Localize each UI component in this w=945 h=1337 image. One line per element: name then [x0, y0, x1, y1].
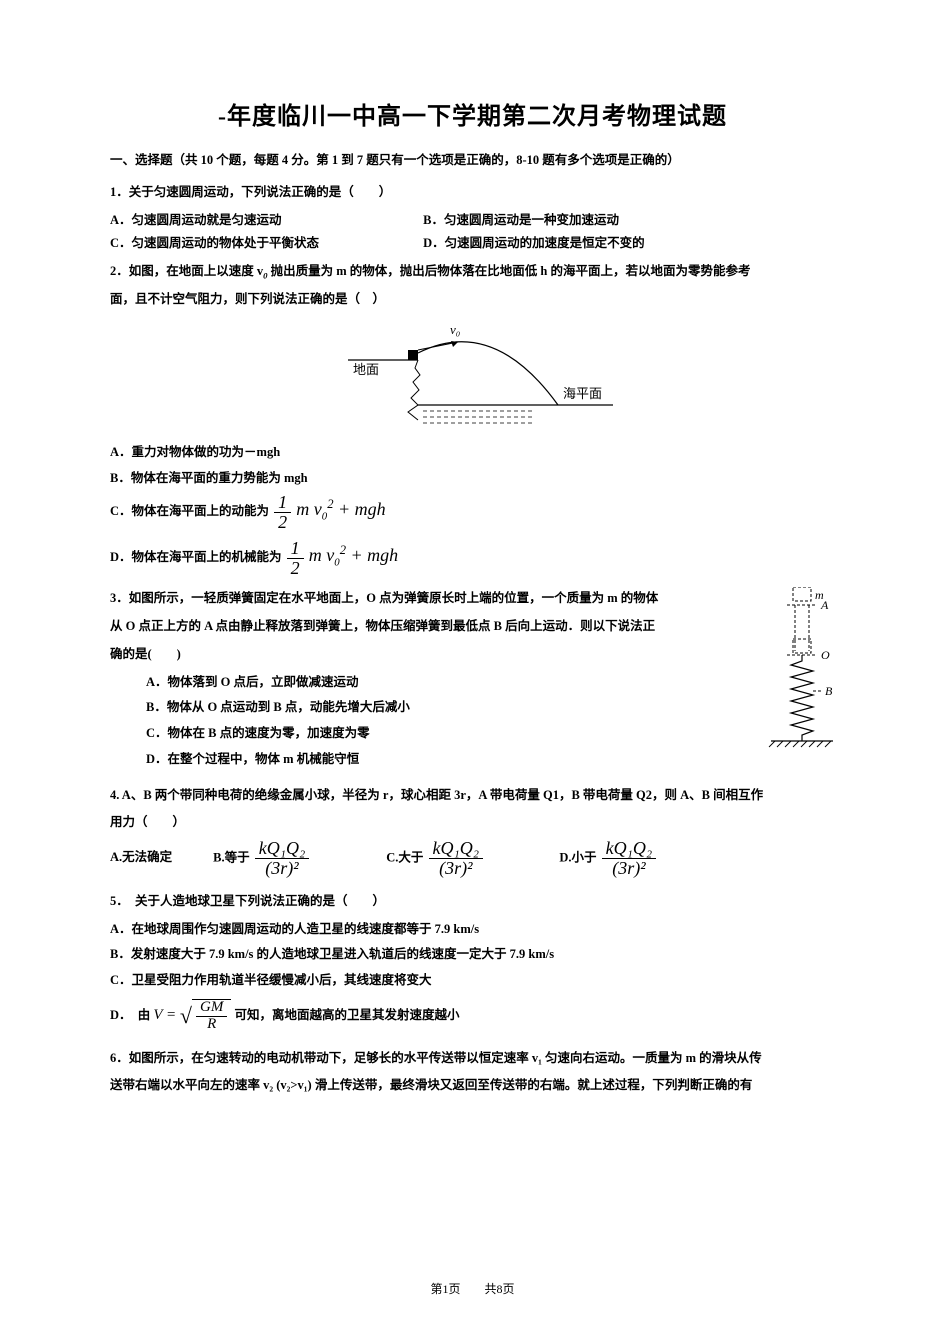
projectile-diagram-icon: 地面 v₀ 海平面	[323, 320, 623, 430]
q2-d-pre: D．物体在海平面上的机械能为	[110, 550, 282, 564]
q2-stem-a: 2．如图，在地面上以速度 v	[110, 264, 263, 278]
q4-opts: A.无法确定 B.等于 kQ₁Q₂(3r)² C.大于 kQ₁Q₂(3r)² D…	[110, 839, 835, 878]
q2-c-pre: C．物体在海平面上的动能为	[110, 504, 269, 518]
q6-stem-a: 6．如图所示，在匀速转动的电动机带动下，足够长的水平传送带以恒定速率 v₁ 匀速…	[110, 1047, 835, 1071]
exam-page: -年度临川一中高一下学期第二次月考物理试题 一、选择题（共 10 个题，每题 4…	[0, 0, 945, 1337]
q5-opt-d: D． 由 V = √ GMR 可知，离地面越高的卫星其发射速度越小	[110, 995, 835, 1037]
q1-opts-row2: C．匀速圆周运动的物体处于平衡状态 D．匀速圆周运动的加速度是恒定不变的	[110, 232, 835, 256]
svg-text:O: O	[821, 648, 830, 662]
q2-stem-c: 面，且不计空气阻力，则下列说法正确的是（ ）	[110, 288, 835, 312]
q2-d-formula: m v02 + mgh	[309, 545, 398, 565]
q3-stem-c: 确的是( )	[110, 643, 835, 667]
q3-figure: m A O B	[757, 587, 835, 760]
fig-v0-label: v₀	[450, 322, 460, 337]
q2-d-frac: 12	[287, 539, 304, 578]
q4-d-label: D.小于	[559, 850, 596, 864]
fig-ground-label: 地面	[353, 362, 379, 377]
q3-opt-b: B．物体从 O 点运动到 B 点，动能先增大后减小	[110, 696, 835, 720]
fig-sea-label: 海平面	[563, 386, 602, 401]
spring-diagram-icon: m A O B	[757, 587, 835, 755]
q4-stem-b: 用力（ ）	[110, 811, 835, 835]
q4-c-label: C.大于	[386, 850, 423, 864]
q4-opt-c: C.大于 kQ₁Q₂(3r)²	[386, 839, 556, 878]
q4-opt-d: D.小于 kQ₁Q₂(3r)²	[559, 839, 658, 878]
q4-opt-a: A.无法确定	[110, 846, 210, 870]
q5-stem: 5． 关于人造地球卫星下列说法正确的是（ ）	[110, 890, 835, 914]
q5-opt-a: A．在地球周围作匀速圆周运动的人造卫星的线速度都等于 7.9 km/s	[110, 918, 835, 942]
q2-opt-c: C．物体在海平面上的动能为 12 m v02 + mgh	[110, 492, 835, 532]
page-title: -年度临川一中高一下学期第二次月考物理试题	[110, 96, 835, 131]
q2-opt-d: D．物体在海平面上的机械能为 12 m v02 + mgh	[110, 538, 835, 578]
q1-opt-c: C．匀速圆周运动的物体处于平衡状态	[110, 232, 420, 256]
q2-c-formula: m v02 + mgh	[296, 499, 385, 519]
q5-d-post: 可知，离地面越高的卫星其发射速度越小	[234, 1008, 459, 1022]
q3-stem-b: 从 O 点正上方的 A 点由静止释放落到弹簧上，物体压缩弹簧到最低点 B 后向上…	[110, 615, 835, 639]
page-number: 第1页 共8页	[430, 1282, 514, 1296]
q4-opt-b: B.等于 kQ₁Q₂(3r)²	[213, 839, 383, 878]
svg-text:B: B	[825, 684, 833, 698]
q1-opt-a: A．匀速圆周运动就是匀速运动	[110, 209, 420, 233]
q5-opt-b: B．发射速度大于 7.9 km/s 的人造地球卫星进入轨道后的线速度一定大于 7…	[110, 943, 835, 967]
q5-d-frac: GMR	[196, 1000, 227, 1033]
q5-opt-c: C．卫星受阻力作用轨道半径缓慢减小后，其线速度将变大	[110, 969, 835, 993]
q4-b-frac: kQ₁Q₂(3r)²	[255, 839, 310, 878]
q4-d-frac: kQ₁Q₂(3r)²	[602, 839, 657, 878]
q1-opt-d: D．匀速圆周运动的加速度是恒定不变的	[423, 232, 645, 256]
q3-opt-c: C．物体在 B 点的速度为零，加速度为零	[110, 722, 835, 746]
q3-opt-a: A．物体落到 O 点后，立即做减速运动	[110, 671, 835, 695]
q3-stem-a: 3．如图所示，一轻质弹簧固定在水平地面上，O 点为弹簧原长时上端的位置，一个质量…	[110, 587, 835, 611]
page-footer: 第1页 共8页	[0, 1280, 945, 1297]
q2-c-frac: 12	[274, 493, 291, 532]
q3-opt-d: D．在整个过程中，物体 m 机械能守恒	[110, 748, 835, 772]
q1-opt-b: B．匀速圆周运动是一种变加速运动	[423, 209, 619, 233]
q4-stem-a: 4. A、B 两个带同种电荷的绝缘金属小球，半径为 r，球心相距 3r，A 带电…	[110, 784, 835, 808]
q2-stem: 2．如图，在地面上以速度 v0 抛出质量为 m 的物体，抛出后物体落在比地面低 …	[110, 260, 835, 284]
q4-c-frac: kQ₁Q₂(3r)²	[429, 839, 484, 878]
svg-text:A: A	[820, 598, 829, 612]
q1-stem: 1．关于匀速圆周运动，下列说法正确的是（ ）	[110, 181, 835, 205]
q2-opt-a: A．重力对物体做的功为－mgh	[110, 441, 835, 465]
q1-opts-row1: A．匀速圆周运动就是匀速运动 B．匀速圆周运动是一种变加速运动	[110, 209, 835, 233]
q2-b-text: B．物体在海平面的重力势能为 mgh	[110, 471, 308, 485]
q6-stem-b: 送带右端以水平向左的速率 v₂ (v₂>v₁) 滑上传送带，最终滑块又返回至传送…	[110, 1074, 835, 1098]
q3-block: m A O B	[110, 587, 835, 773]
q2-stem-b: 抛出质量为 m 的物体，抛出后物体落在比地面低 h 的海平面上，若以地面为零势能…	[268, 264, 751, 278]
q2-a-text: A．重力对物体做的功为－mgh	[110, 445, 280, 459]
q5-d-pre: D． 由	[110, 1008, 150, 1022]
q2-opt-b: B．物体在海平面的重力势能为 mgh	[110, 467, 835, 491]
q2-figure: 地面 v₀ 海平面	[110, 320, 835, 435]
section-1-head: 一、选择题（共 10 个题，每题 4 分。第 1 到 7 题只有一个选项是正确的…	[110, 149, 835, 173]
q5-d-lhs: V =	[153, 1007, 180, 1023]
q4-b-label: B.等于	[213, 850, 249, 864]
